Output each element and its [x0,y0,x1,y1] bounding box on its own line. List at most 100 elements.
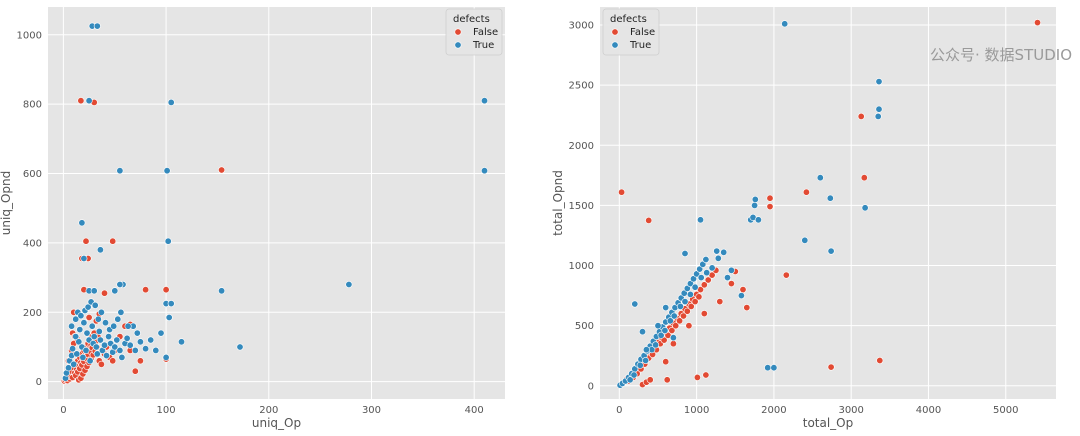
x-tick-label: 0 [60,405,66,416]
data-point [642,356,650,364]
data-point [861,204,869,212]
data-point [93,350,101,358]
series-true [61,22,488,382]
data-point [118,353,126,361]
y-tick-label: 1500 [569,201,594,212]
data-point [84,303,92,311]
x-tick-label: 4000 [916,405,941,416]
data-point [875,78,883,86]
data-point [646,376,654,384]
data-point [670,312,678,320]
data-point [652,341,660,349]
y-tick-label: 600 [23,169,42,180]
data-point [136,357,144,365]
data-point [80,255,88,263]
data-point [65,364,73,372]
data-point [636,361,644,369]
data-point [102,319,110,327]
data-point [218,166,226,174]
data-point [1034,19,1042,27]
data-point [101,289,109,297]
data-point [77,312,85,320]
data-point [662,358,670,366]
data-point [696,216,704,224]
x-tick-label: 0 [616,405,622,416]
data-point [72,315,80,323]
data-point [727,266,735,274]
y-tick-label: 2500 [569,81,594,92]
data-point [723,274,731,282]
data-point [167,98,175,106]
y-axis-label: total_Opnd [551,170,565,236]
data-point [116,346,124,354]
data-point [693,373,701,381]
data-point [669,340,677,348]
data-point [167,300,175,308]
legend-title: defects [453,14,490,25]
data-point [131,367,139,375]
legend-label-true: True [629,40,651,51]
data-point [72,333,80,341]
data-point [686,290,694,298]
y-tick-label: 800 [23,100,42,111]
data-point [82,346,90,354]
data-point [697,274,705,282]
data-point [142,286,150,294]
data-point [85,97,93,105]
data-point [111,343,119,351]
y-tick-label: 200 [23,308,42,319]
data-point [73,350,81,358]
data-point [875,105,883,113]
data-point [133,329,141,337]
data-point [702,255,710,263]
data-point [669,334,677,342]
legend-label-false: False [630,27,655,38]
data-point [857,112,865,120]
data-point [70,360,78,368]
data-point [236,343,244,351]
data-point [704,276,712,284]
data-point [860,174,868,182]
data-point [638,328,646,336]
data-point [630,371,638,379]
data-point [96,336,104,344]
data-point [874,112,882,120]
data-point [666,317,674,325]
data-point [480,167,488,175]
data-point [679,312,687,320]
y-tick-label: 3000 [569,21,594,32]
scatter-plot-total: 0 1000 2000 3000 4000 5000 0 500 1000 1500 2000 250… [551,7,1056,430]
data-point [626,376,634,384]
data-point [689,275,697,283]
watermark-text: 公众号· 数据STUDIO [930,46,1072,64]
data-point [668,326,676,334]
data-point [702,371,710,379]
data-point [802,188,810,196]
data-point [827,363,835,371]
data-point [681,298,689,306]
data-point [165,313,173,321]
data-point [111,287,119,295]
data-point [163,167,171,175]
data-point [117,308,125,316]
data-point [716,298,724,306]
data-point [663,376,671,384]
data-point [826,194,834,202]
data-point [124,322,132,330]
data-point [801,236,809,244]
data-point [109,357,117,365]
data-point [727,280,735,288]
data-point [642,346,650,354]
data-point [162,286,170,294]
x-tick-label: 300 [362,405,381,416]
x-tick-label: 5000 [993,405,1018,416]
data-point [700,281,708,289]
data-point [827,247,835,255]
y-tick-label: 2000 [569,141,594,152]
data-point [218,287,226,295]
legend-label-false: False [473,27,498,38]
x-axis-label: total_Op [803,416,854,430]
data-point [83,329,91,337]
data-point [92,343,100,351]
